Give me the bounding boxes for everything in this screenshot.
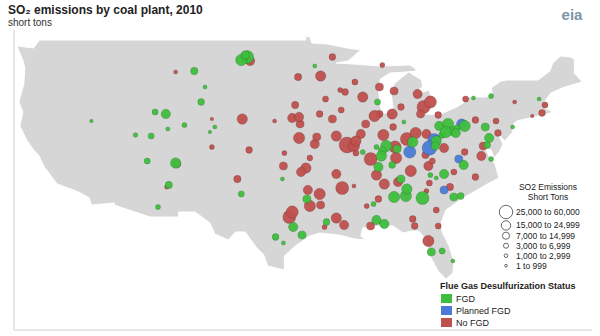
svg-text:SO2 Emissions: SO2 Emissions — [519, 182, 577, 192]
svg-text:No FGD: No FGD — [456, 318, 490, 328]
svg-text:1,000 to 2,999: 1,000 to 2,999 — [516, 251, 571, 261]
svg-text:Flue Gas Desulfurization Statu: Flue Gas Desulfurization Status — [440, 281, 576, 291]
svg-text:short tons: short tons — [8, 17, 52, 28]
svg-text:15,000 to 24,999: 15,000 to 24,999 — [516, 220, 580, 230]
svg-text:3,000 to 6,999: 3,000 to 6,999 — [516, 241, 571, 251]
svg-text:Short Tons: Short Tons — [528, 192, 568, 202]
svg-text:25,000 to 60,000: 25,000 to 60,000 — [516, 207, 580, 217]
svg-text:FGD: FGD — [456, 294, 475, 304]
svg-text:1 to 999: 1 to 999 — [516, 261, 547, 271]
svg-text:eia: eia — [562, 6, 584, 23]
svg-text:Planned FGD: Planned FGD — [456, 306, 511, 316]
svg-text:7,000 to 14,999: 7,000 to 14,999 — [516, 231, 575, 241]
svg-text:SO₂ emissions by coal plant, 2: SO₂ emissions by coal plant, 2010 — [8, 3, 203, 17]
